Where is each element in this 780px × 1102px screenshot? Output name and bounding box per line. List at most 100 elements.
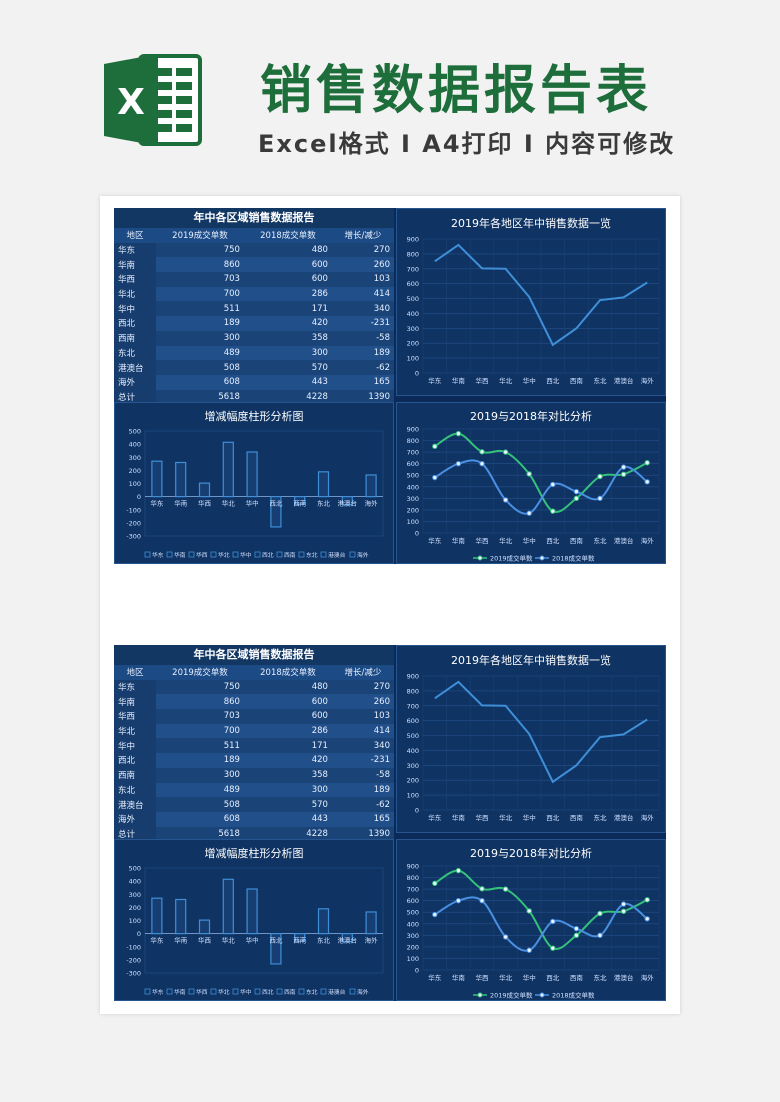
series-line — [434, 459, 648, 515]
bar — [246, 451, 258, 498]
y-tick-label: 600 — [407, 717, 419, 725]
legend-label: 2019成交单数 — [490, 991, 533, 1000]
value-cell: 103 — [331, 272, 394, 287]
x-tick-label: 华西 — [198, 936, 212, 945]
table-row: 华中 511 171 340 — [114, 738, 394, 754]
y-tick-label: 600 — [407, 460, 419, 468]
table-row: 西南 300 358 -58 — [114, 767, 394, 783]
line-chart-2019: 2019年各地区年中销售数据一览 0 100 200 300 400 500 600 700 8… — [396, 645, 666, 833]
y-tick-label: 400 — [407, 920, 419, 928]
bar — [222, 441, 234, 498]
value-cell: 300 — [156, 330, 244, 346]
x-tick-label: 华南 — [452, 376, 466, 385]
y-tick-label: -100 — [126, 943, 141, 951]
value-cell: 700 — [156, 286, 244, 302]
legend-swatch — [320, 988, 327, 995]
legend-label: 港澳台 — [328, 551, 346, 559]
data-point — [526, 510, 532, 516]
data-point — [597, 473, 603, 480]
dashboard-panel: 年中各区域销售数据报告 地区 2019成交单数 2018成交单数 增长/减少 华… — [114, 208, 666, 564]
bar — [270, 933, 282, 965]
y-tick-label: 500 — [407, 472, 419, 480]
y-tick-label: 700 — [407, 449, 419, 457]
region-cell: 总计 — [114, 389, 156, 405]
value-cell: -58 — [331, 330, 394, 346]
x-tick-label: 华北 — [222, 936, 236, 945]
value-cell: -62 — [331, 797, 394, 812]
y-tick-label: 0 — [415, 807, 419, 815]
y-tick-label: 900 — [407, 426, 419, 434]
bar — [175, 898, 187, 935]
y-tick-label: 100 — [407, 792, 419, 800]
header-cell: 增长/减少 — [331, 665, 394, 680]
y-tick-label: 400 — [407, 483, 419, 491]
y-tick-label: 800 — [407, 250, 419, 258]
region-cell: 西南 — [114, 767, 156, 783]
table-row: 华北 700 286 414 — [114, 286, 394, 302]
data-table: 地区 2019成交单数 2018成交单数 增长/减少 华东 750 480 27… — [114, 665, 394, 842]
legend-swatch — [320, 551, 327, 558]
x-tick-label: 西南 — [293, 936, 307, 945]
data-point — [620, 471, 627, 477]
series-line — [434, 680, 648, 784]
y-tick-label: 100 — [407, 518, 419, 526]
region-cell: 华东 — [114, 242, 156, 258]
value-cell: 489 — [156, 345, 244, 361]
bar — [222, 878, 234, 935]
value-cell: 420 — [243, 316, 332, 331]
y-tick-label: 300 — [407, 762, 419, 770]
y-tick-label: 100 — [129, 917, 141, 925]
table-row: 总计 5618 4228 1390 — [114, 389, 394, 405]
series-line — [434, 896, 648, 952]
value-cell: 608 — [156, 374, 244, 390]
legend-label: 华北 — [218, 551, 230, 559]
x-tick-label: 西南 — [293, 499, 307, 508]
x-tick-label: 港澳台 — [614, 536, 634, 545]
legend-swatch — [298, 551, 305, 558]
bar — [198, 919, 211, 935]
x-tick-label: 东北 — [317, 499, 331, 508]
legend-label: 华南 — [174, 551, 186, 559]
header-cell: 增长/减少 — [331, 228, 394, 243]
y-tick-label: 100 — [129, 480, 141, 488]
x-tick-label: 华西 — [476, 813, 490, 822]
value-cell: 300 — [243, 345, 332, 361]
legend-label: 2018成交单数 — [552, 554, 595, 563]
legend-swatch — [166, 551, 173, 558]
value-cell: 340 — [331, 738, 394, 754]
data-point — [573, 495, 580, 502]
x-tick-label: 华中 — [523, 536, 536, 545]
x-tick-label: 华东 — [150, 499, 164, 508]
value-cell: -231 — [331, 316, 394, 331]
page-title: 销售数据报告表 — [260, 61, 653, 121]
y-tick-label: 200 — [129, 904, 141, 912]
value-cell: 171 — [243, 738, 332, 754]
data-point — [597, 495, 603, 502]
legend-swatch — [144, 551, 151, 558]
data-point — [526, 471, 532, 477]
y-tick-label: -300 — [126, 970, 141, 978]
value-cell: 480 — [243, 679, 332, 695]
x-tick-label: 东北 — [594, 813, 608, 822]
x-tick-label: 华西 — [476, 376, 490, 385]
value-cell: 443 — [243, 374, 332, 390]
x-tick-label: 西南 — [570, 813, 584, 822]
table-row: 总计 5618 4228 1390 — [114, 826, 394, 842]
y-tick-label: 400 — [129, 441, 141, 449]
y-tick-label: 700 — [407, 886, 419, 894]
value-cell: 420 — [243, 753, 332, 768]
x-tick-label: 华北 — [222, 499, 236, 508]
value-cell: 189 — [331, 782, 394, 798]
y-tick-label: 200 — [407, 340, 419, 348]
y-tick-label: 600 — [407, 280, 419, 288]
value-cell: 860 — [156, 257, 244, 273]
data-point — [644, 460, 650, 466]
bar — [365, 474, 377, 498]
legend-swatch — [276, 551, 283, 558]
data-point — [573, 925, 580, 932]
region-cell: 华北 — [114, 286, 156, 302]
y-tick-label: 900 — [407, 673, 419, 681]
x-tick-label: 海外 — [641, 536, 655, 545]
y-tick-label: 700 — [407, 702, 419, 710]
x-tick-label: 华南 — [452, 973, 466, 982]
